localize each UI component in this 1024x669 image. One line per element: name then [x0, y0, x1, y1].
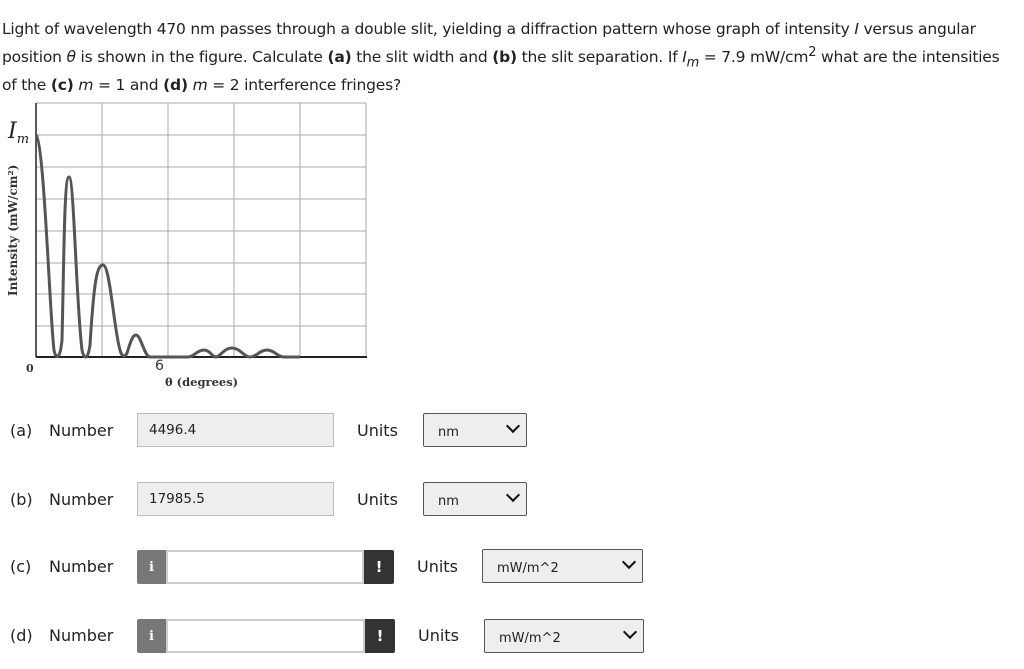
part-label: (d)	[10, 626, 33, 645]
number-label: Number	[49, 626, 114, 645]
part-label: (b)	[10, 490, 33, 509]
units-b-select[interactable]: nm	[423, 482, 527, 516]
intensity-curve	[34, 133, 300, 359]
units-label: Units	[357, 421, 398, 440]
selected-unit: mW/m^2	[499, 630, 561, 646]
grid	[36, 102, 367, 357]
number-label: Number	[49, 490, 114, 509]
units-label: Units	[357, 490, 398, 509]
units-label: Units	[418, 626, 459, 645]
units-c-select[interactable]: mW/m^2	[482, 549, 643, 583]
answer-a-input[interactable]: 4496.4	[137, 413, 334, 447]
chevron-down-icon	[505, 487, 521, 503]
selected-unit: nm	[438, 493, 459, 509]
chevron-down-icon	[622, 624, 638, 640]
info-icon[interactable]: i	[137, 619, 166, 653]
x-tick-6: 6	[155, 358, 164, 374]
info-icon[interactable]: i	[137, 550, 166, 584]
intensity-graph: Im Intensity (mW/cm²) 0 6 θ (degrees)	[6, 102, 367, 389]
y-axis-label: Intensity (mW/cm²)	[6, 165, 20, 296]
answer-c-input[interactable]	[166, 550, 364, 584]
part-label: (c)	[10, 557, 32, 576]
selected-unit: nm	[438, 424, 459, 440]
warning-icon: !	[364, 550, 394, 584]
answer-b-input[interactable]: 17985.5	[137, 482, 334, 516]
origin-label: 0	[26, 362, 34, 375]
selected-unit: mW/m^2	[497, 560, 559, 576]
units-a-select[interactable]: nm	[423, 413, 527, 447]
chevron-down-icon	[505, 418, 521, 434]
number-label: Number	[49, 421, 114, 440]
y-top-label: Im	[7, 119, 29, 147]
units-d-select[interactable]: mW/m^2	[484, 619, 644, 653]
part-label: (a)	[10, 421, 33, 440]
number-label: Number	[49, 557, 114, 576]
warning-icon: !	[365, 619, 395, 653]
chevron-down-icon	[621, 554, 637, 570]
units-label: Units	[417, 557, 458, 576]
answer-d-input[interactable]	[166, 619, 365, 653]
question-text: Light of wavelength 470 nm passes throug…	[2, 20, 1000, 95]
x-axis-label: θ (degrees)	[165, 375, 238, 389]
